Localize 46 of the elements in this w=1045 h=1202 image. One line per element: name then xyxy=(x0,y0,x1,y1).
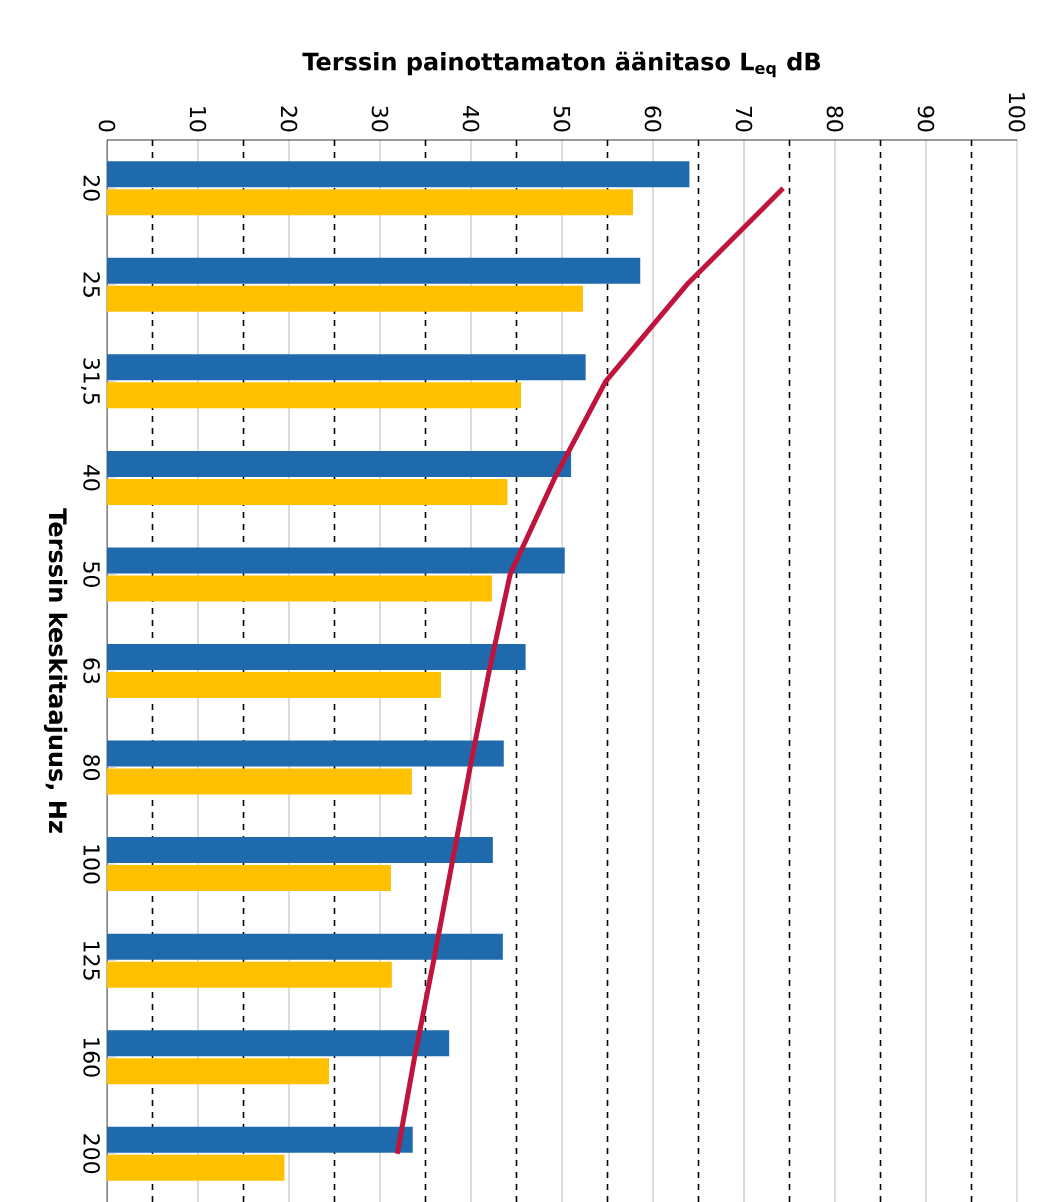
y-tick-label: 20 xyxy=(83,175,100,201)
x-axis-title: Terssin painottamaton äänitaso L$_{eq}$ dB xyxy=(302,51,820,78)
y-tick-label: 25 xyxy=(83,272,100,297)
y-tick-label: 31,5 xyxy=(81,358,100,404)
y-tick-label: 40 xyxy=(83,464,100,491)
bar xyxy=(107,672,441,698)
x-tick-label: 90 xyxy=(917,106,935,132)
x-tick-label: 10 xyxy=(189,107,207,132)
x-tick-label: 70 xyxy=(735,106,753,132)
bar xyxy=(107,547,565,574)
y-tick-label: 80 xyxy=(83,755,100,781)
y-axis-title: Terssin keskitaajuus, Hz xyxy=(43,508,68,833)
x-tick-label: 30 xyxy=(371,106,389,132)
bar xyxy=(107,1058,330,1085)
bar xyxy=(107,1154,285,1181)
bar xyxy=(107,161,690,188)
bar xyxy=(107,644,526,670)
y-tick-label: 63 xyxy=(83,658,100,684)
bar xyxy=(107,865,391,892)
y-tick-label: 100 xyxy=(83,845,100,884)
bar xyxy=(107,257,641,284)
bar xyxy=(107,740,504,767)
bar xyxy=(107,933,503,960)
bar xyxy=(107,1030,450,1057)
x-tick-label: 100 xyxy=(1008,93,1026,132)
bar xyxy=(107,837,493,864)
bar xyxy=(107,189,633,216)
bar xyxy=(107,450,572,477)
y-tick-label: 200 xyxy=(83,1134,100,1174)
bar xyxy=(107,768,412,795)
x-tick-label: 50 xyxy=(553,106,571,132)
y-tick-label: 160 xyxy=(83,1038,100,1077)
y-tick-label: 125 xyxy=(83,942,100,980)
x-tick-label: 40 xyxy=(462,106,480,132)
bar xyxy=(107,961,392,988)
bar xyxy=(107,382,522,409)
x-tick-label: 20 xyxy=(280,106,298,132)
x-tick-label: 80 xyxy=(826,106,844,132)
y-tick-label: 50 xyxy=(83,562,100,587)
bar xyxy=(107,1126,413,1153)
x-tick-label: 60 xyxy=(644,106,662,132)
bar xyxy=(107,575,492,602)
x-tick-label: 0 xyxy=(98,120,116,132)
bar xyxy=(107,285,583,312)
bar xyxy=(107,478,508,505)
bar xyxy=(107,354,586,381)
